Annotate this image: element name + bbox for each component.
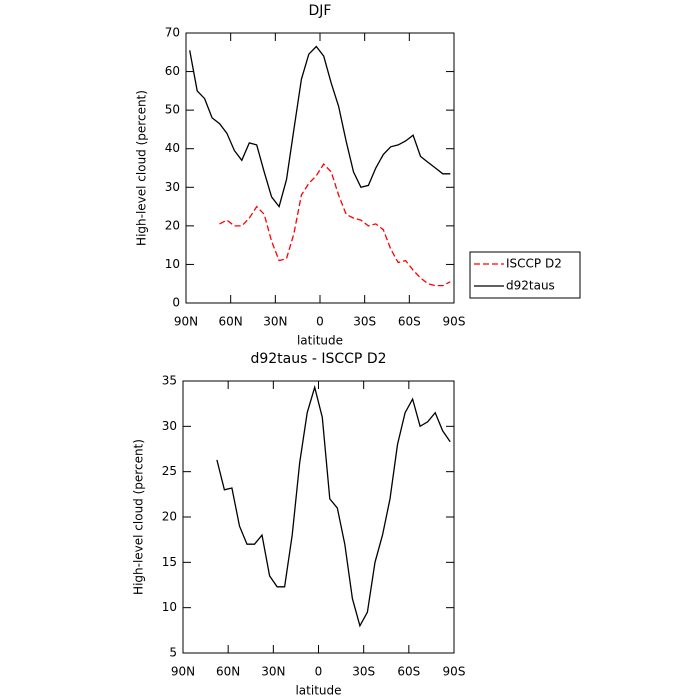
y-tick-label: 10 <box>162 600 177 614</box>
x-tick-label: 30N <box>261 665 285 679</box>
y-tick-label: 20 <box>165 218 180 232</box>
legend-label: d92taus <box>506 279 555 293</box>
chart-title: DJF <box>309 3 332 19</box>
x-tick-label: 0 <box>316 315 324 329</box>
x-tick-label: 60S <box>397 665 420 679</box>
x-tick-label: 90S <box>443 315 466 329</box>
chart-title: d92taus - ISCCP D2 <box>250 351 386 367</box>
legend-label: ISCCP D2 <box>506 257 562 271</box>
x-tick-label: 60S <box>398 315 421 329</box>
y-tick-label: 70 <box>165 26 180 40</box>
legend-box <box>469 251 581 299</box>
x-tick-label: 90N <box>174 315 198 329</box>
x-tick-label: 60N <box>219 315 243 329</box>
y-tick-label: 20 <box>162 510 177 524</box>
x-tick-label: 60N <box>216 665 240 679</box>
x-axis-label: latitude <box>295 684 341 698</box>
y-tick-label: 50 <box>165 103 180 117</box>
y-tick-label: 10 <box>165 257 180 271</box>
series-line <box>216 384 451 628</box>
y-tick-label: 25 <box>162 464 177 478</box>
y-tick-label: 15 <box>162 555 177 569</box>
x-tick-label: 90S <box>443 665 466 679</box>
y-axis-label: High-level cloud (percent) <box>135 90 149 246</box>
series-line <box>219 163 451 287</box>
y-tick-label: 5 <box>169 646 177 660</box>
x-axis-label: latitude <box>297 334 343 348</box>
plot-frame <box>182 380 455 654</box>
x-tick-label: 30N <box>263 315 287 329</box>
y-tick-label: 40 <box>165 141 180 155</box>
x-tick-label: 0 <box>315 665 323 679</box>
plot-frame <box>185 32 455 304</box>
x-tick-label: 30S <box>352 665 375 679</box>
y-tick-label: 30 <box>165 180 180 194</box>
y-tick-label: 0 <box>172 296 180 310</box>
y-tick-label: 35 <box>162 374 177 388</box>
x-tick-label: 90N <box>171 665 195 679</box>
y-tick-label: 30 <box>162 419 177 433</box>
x-tick-label: 30S <box>353 315 376 329</box>
y-axis-label: High-level cloud (percent) <box>132 439 146 595</box>
series-line <box>189 45 451 209</box>
y-tick-label: 60 <box>165 64 180 78</box>
